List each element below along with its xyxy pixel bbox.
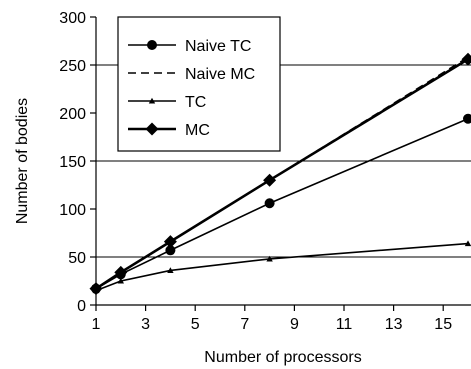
- y-tick-label: 300: [59, 10, 86, 27]
- data-point-mc: [263, 173, 277, 187]
- x-axis-title: Number of processors: [204, 349, 361, 366]
- y-tick-label: 0: [77, 298, 86, 315]
- x-tick-label: 7: [240, 316, 249, 333]
- data-point-tc: [167, 267, 174, 273]
- x-tick-label: 1: [92, 316, 101, 333]
- data-point-tc: [464, 240, 471, 247]
- legend-label-naive-tc: Naive TC: [185, 38, 251, 55]
- data-point-naive-tc: [463, 113, 471, 124]
- x-tick-label: 5: [191, 316, 200, 333]
- data-point-mc: [163, 235, 177, 249]
- series-mc: [89, 52, 471, 296]
- x-tick-label: 13: [385, 316, 403, 333]
- legend-label-naive-mc: Naive MC: [185, 66, 255, 83]
- legend-marker-naive-tc: [147, 40, 157, 50]
- data-point-naive-tc: [165, 245, 176, 256]
- legend-label-mc: MC: [185, 122, 210, 139]
- legend-item-mc: MC: [128, 122, 210, 139]
- y-axis-title: Number of bodies: [14, 98, 31, 224]
- data-point-tc: [266, 255, 273, 262]
- y-tick-label: 200: [59, 106, 86, 123]
- series-layer: [89, 52, 471, 296]
- x-tick-label: 3: [141, 316, 150, 333]
- legend-item-tc: TC: [128, 94, 206, 111]
- data-point-mc: [114, 265, 128, 279]
- x-tick-label: 11: [336, 316, 353, 333]
- x-tick-label: 15: [434, 316, 452, 333]
- legend: Naive TC Naive MC TC MC: [117, 16, 281, 152]
- data-point-naive-tc: [264, 198, 275, 209]
- legend-marker-mc: [145, 122, 159, 136]
- data-point-mc: [461, 52, 471, 66]
- legend-label-tc: TC: [185, 94, 206, 111]
- data-point-tc: [117, 277, 124, 284]
- series-tc: [92, 240, 471, 294]
- legend-item-naive-mc: Naive MC: [128, 66, 255, 83]
- series-line-tc: [95, 242, 469, 292]
- legend-marker-tc: [148, 97, 156, 104]
- x-tick-label: 9: [290, 316, 299, 333]
- y-tick-label: 150: [59, 154, 86, 171]
- y-tick-label: 250: [59, 58, 86, 75]
- y-tick-label: 100: [59, 202, 86, 219]
- y-tick-label: 50: [68, 250, 86, 267]
- legend-item-naive-tc: Naive TC: [128, 38, 251, 55]
